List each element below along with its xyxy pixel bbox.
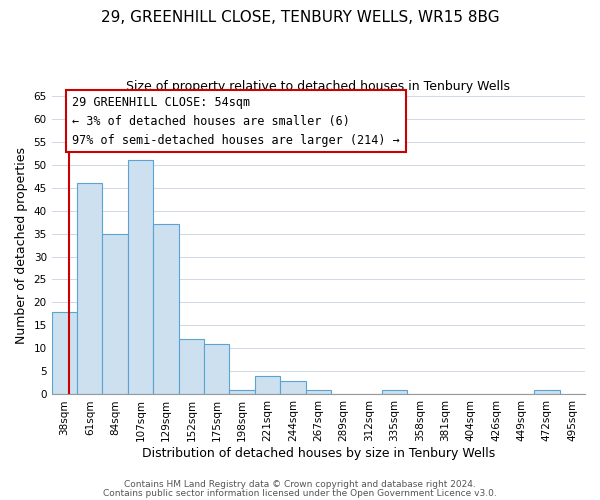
Bar (255, 376, 280, 394)
Text: 29 GREENHILL CLOSE: 54sqm
← 3% of detached houses are smaller (6)
97% of semi-de: 29 GREENHILL CLOSE: 54sqm ← 3% of detach… (72, 96, 400, 146)
Bar (305, 390, 331, 394)
Bar (128, 160, 153, 394)
Y-axis label: Number of detached properties: Number of detached properties (15, 146, 28, 344)
Bar (77, 183, 103, 394)
Text: 29, GREENHILL CLOSE, TENBURY WELLS, WR15 8BG: 29, GREENHILL CLOSE, TENBURY WELLS, WR15… (101, 10, 499, 25)
Bar (382, 390, 407, 394)
Bar (280, 380, 305, 394)
Text: Contains HM Land Registry data © Crown copyright and database right 2024.: Contains HM Land Registry data © Crown c… (124, 480, 476, 489)
Bar (229, 390, 255, 394)
Text: Contains public sector information licensed under the Open Government Licence v3: Contains public sector information licen… (103, 488, 497, 498)
Bar (179, 340, 204, 394)
Bar (534, 390, 560, 394)
X-axis label: Distribution of detached houses by size in Tenbury Wells: Distribution of detached houses by size … (142, 447, 495, 460)
Bar (52, 312, 77, 394)
Title: Size of property relative to detached houses in Tenbury Wells: Size of property relative to detached ho… (127, 80, 511, 93)
Bar (103, 234, 128, 394)
Bar (153, 224, 179, 394)
Bar (204, 344, 229, 395)
